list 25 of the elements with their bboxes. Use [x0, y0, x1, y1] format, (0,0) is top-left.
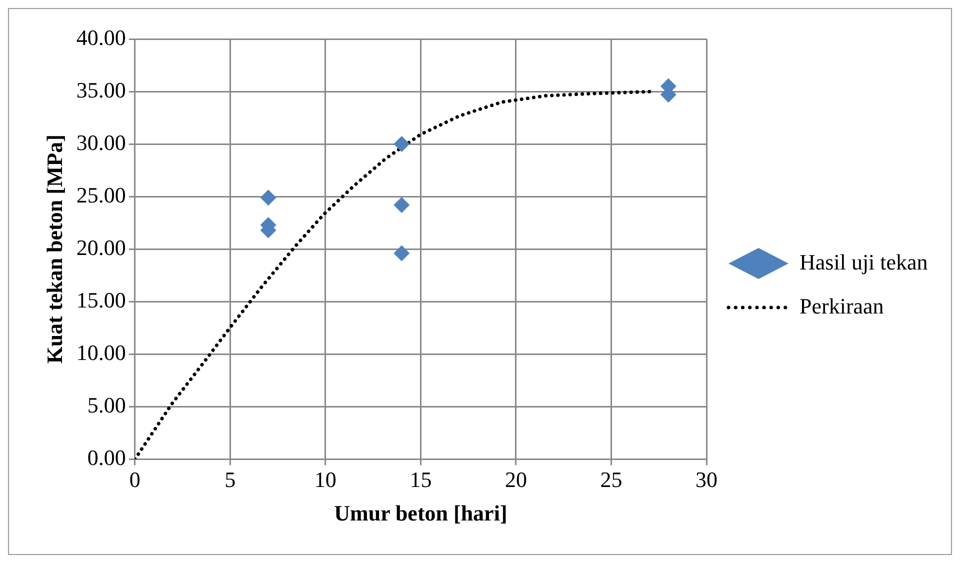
y-tick-label: 30.00: [76, 130, 126, 155]
y-tick-label: 40.00: [76, 24, 126, 50]
y-tick-label: 10.00: [76, 340, 126, 365]
x-tick-label: 20: [504, 467, 527, 492]
x-axis-title: Umur beton [hari]: [334, 500, 508, 526]
y-axis-title: Kuat tekan beton [MPa]: [42, 134, 67, 364]
y-tick-label: 15.00: [76, 287, 126, 312]
y-tick-label: 25.00: [76, 182, 126, 208]
x-tick-label: 15: [410, 467, 432, 492]
x-tick-label: 30: [696, 467, 718, 492]
y-tick-label: 0.00: [87, 444, 126, 470]
y-tick-label: 5.00: [87, 392, 126, 418]
point: [394, 245, 410, 262]
x-tick-label: 0: [129, 467, 140, 492]
legend-label: Perkiraan: [800, 293, 884, 318]
legend-label: Hasil uji tekan: [800, 249, 928, 274]
x-tick-label: 5: [224, 467, 236, 492]
point: [394, 196, 410, 213]
y-tick-label: 35.00: [76, 77, 126, 102]
point: [394, 136, 410, 152]
point: [260, 190, 276, 206]
line-series: [134, 90, 654, 460]
y-tick-label: 20.00: [76, 234, 126, 260]
x-tick-label: 25: [600, 467, 622, 492]
x-tick-label: 10: [314, 467, 336, 492]
